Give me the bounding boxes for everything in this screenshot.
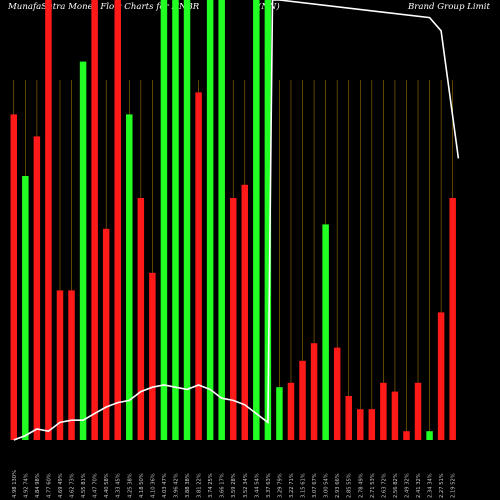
bar: [126, 114, 133, 441]
bar: [229, 198, 237, 440]
x-tick-label: 3.44 54%: [254, 473, 260, 498]
x-tick-label: 2.49 32%: [404, 473, 410, 498]
x-tick-label: 2.19 52%: [451, 473, 457, 498]
bar: [449, 198, 456, 440]
bar: [333, 347, 341, 440]
chart-title: MunafaSutra Money Flow Charts for NNBR: [8, 2, 200, 12]
chart-title-company: Brand Group Limit: [407, 2, 490, 12]
x-tick-label: 4.40 58%: [104, 473, 110, 498]
x-tick-label: 2.85 55%: [347, 473, 353, 498]
x-tick-label: 2.78 49%: [358, 473, 364, 498]
x-tick-label: 3.59 28%: [231, 473, 237, 498]
bar: [114, 0, 121, 440]
bar: [241, 184, 249, 440]
x-tick-label: 4.77 60%: [46, 473, 52, 498]
x-tick-label: 4.98 130%: [12, 470, 18, 498]
bar: [91, 0, 98, 440]
x-tick-label: 2.34 34%: [428, 473, 434, 498]
bar: [22, 176, 29, 440]
bar: [56, 290, 64, 440]
x-tick-label: 3.07 67%: [312, 473, 318, 498]
bar: [206, 0, 214, 440]
price-line: [13, 0, 460, 441]
bar: [172, 0, 179, 440]
bar: [45, 0, 52, 440]
bar: [357, 409, 364, 440]
x-tick-label: 4.47 70%: [93, 473, 99, 498]
bar: [322, 224, 329, 440]
x-tick-label: 2.71 53%: [370, 473, 376, 498]
bar: [345, 396, 352, 440]
bar: [299, 360, 306, 440]
x-tick-label: 2.63 72%: [381, 473, 387, 498]
x-tick-label: 3.15 61%: [301, 473, 307, 498]
bar: [368, 409, 376, 440]
bar: [33, 136, 41, 440]
bar: [10, 114, 18, 441]
bar: [68, 290, 75, 440]
bar: [102, 228, 110, 440]
x-tick-label: 4.25 38%: [127, 473, 133, 498]
bar: [218, 0, 225, 440]
x-tick-label: 4.03 47%: [162, 473, 168, 498]
x-tick-label: 2.41 32%: [416, 473, 422, 498]
x-tick-label: 3.74 25%: [208, 473, 214, 498]
x-tick-label: 4.18 50%: [139, 473, 145, 498]
bar: [287, 382, 295, 440]
x-tick-label: 4.84 98%: [35, 473, 41, 498]
x-tick-label: 3.96 42%: [173, 473, 179, 498]
bar: [264, 0, 272, 440]
x-tick-label: 4.62 73%: [70, 473, 76, 498]
x-tick-label: 4.92 74%: [23, 473, 29, 498]
bar: [276, 387, 283, 440]
x-tick-label: 3.81 22%: [197, 473, 203, 498]
x-tick-label: 2.93 66%: [335, 473, 341, 498]
x-tick-label: 3.37 63%: [266, 473, 272, 498]
x-tick-label: 4.10 36%: [150, 473, 156, 498]
bar: [437, 312, 445, 440]
bar: [79, 61, 87, 440]
x-tick-label: 3.29 79%: [277, 473, 283, 498]
x-tick-label: 2.27 51%: [439, 473, 445, 498]
bar: [414, 382, 422, 440]
bar: [160, 0, 168, 440]
x-tick-label: 4.55 81%: [81, 473, 87, 498]
x-tick-label: 4.33 45%: [116, 473, 122, 498]
bar: [149, 272, 156, 440]
bar: [380, 382, 387, 440]
x-tick-label: 2.56 82%: [393, 473, 399, 498]
x-tick-label: 3.88 38%: [185, 473, 191, 498]
bar: [253, 0, 260, 440]
bar: [403, 431, 410, 440]
x-tick-label: 3.00 54%: [324, 473, 330, 498]
x-tick-label: 3.22 71%: [289, 473, 295, 498]
bar: [137, 198, 145, 440]
bar: [391, 391, 399, 440]
bar: [310, 343, 318, 440]
bar: [195, 92, 202, 441]
x-tick-label: 4.69 49%: [58, 473, 64, 498]
x-tick-label: 3.66 17%: [220, 473, 226, 498]
bar: [426, 431, 433, 440]
x-tick-label: 3.52 34%: [243, 473, 249, 498]
bar: [183, 0, 191, 440]
